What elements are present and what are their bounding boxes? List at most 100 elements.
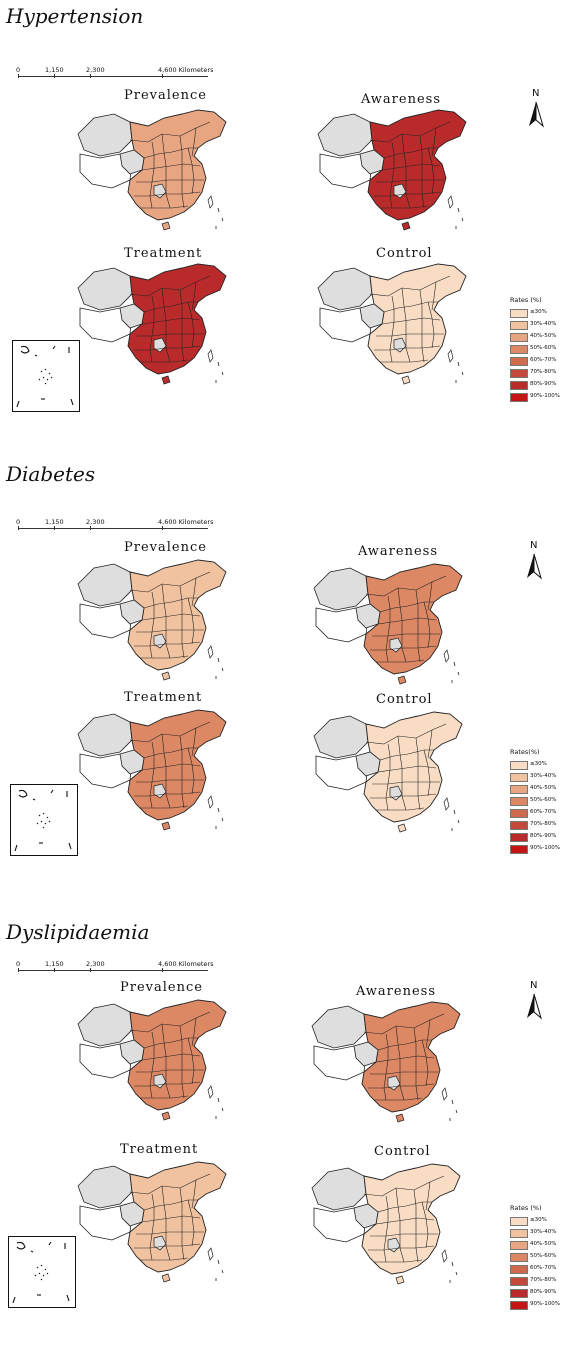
legend-label: 50%-60% (530, 797, 557, 803)
region-no-data (313, 567, 369, 611)
china-map-svg (311, 1163, 461, 1285)
province-border (379, 749, 434, 761)
province-border (143, 147, 198, 159)
province-border (431, 281, 437, 311)
province-border (136, 629, 204, 633)
province-border (413, 1027, 419, 1101)
region-taiwan (207, 195, 214, 209)
region-taiwan (441, 1249, 448, 1263)
legend-swatch (510, 321, 528, 330)
map-label-control: Control (374, 1144, 431, 1159)
legend-item: 70%-80% (510, 820, 572, 830)
legend-swatch (510, 1217, 528, 1226)
scale-tick (18, 526, 19, 530)
province-border (179, 735, 185, 809)
province-border (431, 127, 437, 157)
scale-label-4600: 4,600 Kilometers (158, 960, 214, 968)
province-border (425, 1019, 431, 1049)
province-border (377, 1201, 432, 1213)
south-china-sea-inset (10, 784, 78, 856)
inset-svg (14, 789, 72, 852)
province-border (383, 1195, 389, 1263)
region-no-data (317, 113, 373, 157)
region-no-data (77, 563, 133, 607)
north-label: N (530, 540, 538, 551)
province-border (401, 133, 411, 209)
scale-tick (90, 968, 91, 972)
province-border (187, 747, 195, 795)
inset-svg (12, 1241, 70, 1304)
legend-label: ≤30% (530, 761, 547, 767)
province-border (140, 1257, 189, 1261)
scale-tick (162, 526, 163, 530)
region-no-data (77, 267, 133, 311)
north-label: N (530, 980, 538, 991)
legend-item: ≤30% (510, 308, 572, 318)
inset-svg (16, 345, 74, 408)
legend-item: 90%-100% (510, 1300, 572, 1310)
legend-item: 60%-70% (510, 808, 572, 818)
inset-island-mark (16, 400, 20, 408)
legend-item: 30%-40% (510, 320, 572, 330)
legend-label: 70%-80% (530, 821, 557, 827)
province-border (129, 121, 211, 143)
province-border (370, 1233, 438, 1237)
map-label-prevalence: Prevalence (124, 540, 207, 555)
province-border (385, 743, 391, 811)
legend-label: 90%-100% (530, 845, 560, 851)
section-title: Dyslipidaemia (6, 920, 150, 944)
legend-label: 40%-50% (530, 1241, 557, 1247)
choropleth-map-control (310, 262, 475, 392)
legend-label: 90%-100% (530, 1301, 560, 1307)
legend-label: ≤30% (530, 1217, 547, 1223)
province-border (379, 601, 434, 613)
province-border (381, 317, 441, 325)
province-border (383, 147, 438, 159)
province-border (423, 601, 431, 649)
scale-tick (54, 74, 55, 78)
province-border (427, 147, 435, 195)
province-border (161, 133, 171, 209)
inset-island-mark (68, 842, 72, 850)
legend-item: 90%-100% (510, 844, 572, 854)
province-border (143, 301, 198, 313)
region-taiwan (443, 649, 450, 663)
region-taiwan (207, 645, 214, 659)
inset-island-mark (50, 789, 54, 794)
legend-label: 30%-40% (530, 321, 557, 327)
province-border (143, 597, 198, 609)
province-border (149, 295, 155, 363)
inset-island-mark (14, 844, 18, 852)
legend-label: 30%-40% (530, 1229, 557, 1235)
scale-tick (18, 968, 19, 972)
region-taiwan (207, 795, 214, 809)
region-taiwan (207, 1085, 214, 1099)
province-border (401, 287, 411, 363)
region-taiwan (441, 1087, 448, 1101)
province-border (377, 617, 437, 625)
province-border (389, 295, 395, 363)
legend-swatch (510, 345, 528, 354)
province-border (149, 741, 155, 809)
province-border (363, 1013, 445, 1035)
legend-label: 60%-70% (530, 1265, 557, 1271)
province-border (383, 1033, 389, 1101)
legend-label: 80%-90% (530, 1289, 557, 1295)
legend-item: 80%-90% (510, 380, 572, 390)
province-border (141, 1053, 201, 1061)
province-border (374, 1097, 423, 1101)
region-taiwan (447, 195, 454, 209)
choropleth-map-awareness (306, 562, 471, 692)
province-border (375, 1217, 435, 1225)
legend-swatch (510, 773, 528, 782)
scale-bar: 0 1,150 2,300 4,600 Kilometers (16, 66, 218, 82)
inset-island-mark (12, 1296, 16, 1304)
map-label-treatment: Treatment (124, 246, 203, 261)
province-border (415, 589, 421, 663)
region-hainan (161, 1273, 171, 1283)
scale-label-1150: 1,150 (45, 960, 64, 968)
province-border (129, 1011, 211, 1033)
scale-tick (90, 526, 91, 530)
province-border (395, 1025, 405, 1101)
choropleth-map-prevalence (70, 998, 235, 1128)
